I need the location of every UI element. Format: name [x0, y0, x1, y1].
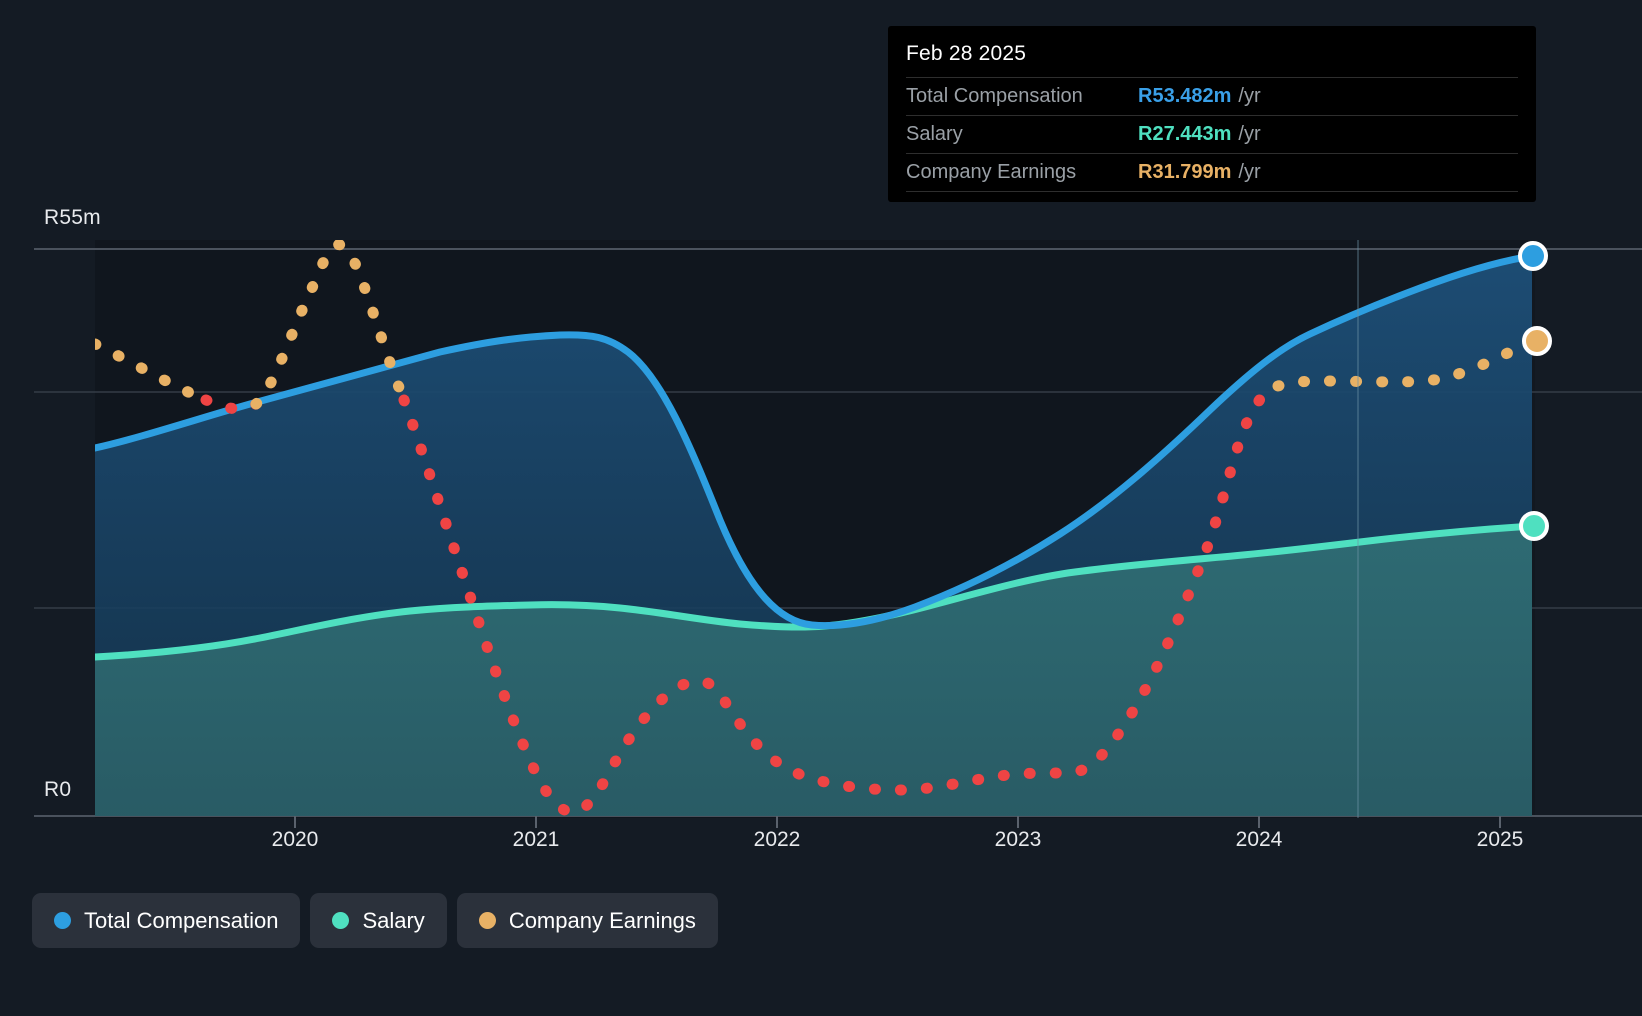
- tooltip-row-total-compensation: Total Compensation R53.482m /yr: [906, 77, 1518, 115]
- chart-tooltip: Feb 28 2025 Total Compensation R53.482m …: [888, 26, 1536, 202]
- chart-legend: Total Compensation Salary Company Earnin…: [32, 893, 718, 948]
- legend-dot-icon-salary: [332, 912, 350, 929]
- tooltip-date: Feb 28 2025: [906, 42, 1027, 65]
- area-salary: [95, 526, 1532, 816]
- endpoint-company-earnings[interactable]: [1522, 326, 1552, 356]
- tooltip-unit-salary: /yr: [1238, 123, 1261, 145]
- x-axis-label-2020: 2020: [271, 828, 319, 851]
- x-axis-label-2022: 2022: [753, 828, 801, 851]
- line-salary[interactable]: [95, 522, 1535, 661]
- tooltip-row-salary: Salary R27.443m /yr: [906, 115, 1518, 153]
- tooltip-row-company-earnings: Company Earnings R31.799m /yr: [906, 153, 1518, 192]
- x-axis-label-2024: 2024: [1235, 828, 1283, 851]
- x-axis-label-2023: 2023: [994, 828, 1042, 851]
- tooltip-value-company-earnings: R31.799m: [1138, 161, 1232, 183]
- line-company-earnings-positive-end[interactable]: [1272, 335, 1535, 392]
- line-company-earnings-negative-2[interactable]: [398, 380, 1284, 818]
- tooltip-label-salary: Salary: [906, 123, 963, 145]
- tooltip-value-total-compensation: R53.482m: [1138, 85, 1232, 107]
- legend-dot-icon-total-compensation: [54, 912, 71, 929]
- endpoint-total-compensation[interactable]: [1518, 241, 1548, 271]
- endpoint-markers: [1518, 241, 1552, 541]
- legend-item-total-compensation[interactable]: Total Compensation: [32, 893, 301, 948]
- line-company-earnings-negative-1[interactable]: [200, 394, 262, 415]
- y-axis-label-top: R55m: [44, 206, 101, 229]
- legend-item-salary[interactable]: Salary: [310, 893, 447, 948]
- tooltip-unit-total-compensation: /yr: [1238, 85, 1261, 107]
- line-company-earnings-positive-peak[interactable]: [250, 240, 410, 410]
- legend-label-salary: Salary: [362, 907, 425, 933]
- x-axis-ticks: [294, 816, 1501, 828]
- legend-label-company-earnings: Company Earnings: [508, 907, 696, 933]
- tooltip-value-salary: R27.443m: [1138, 123, 1232, 145]
- line-company-earnings-positive-start[interactable]: [95, 338, 212, 406]
- legend-dot-icon-company-earnings: [478, 912, 496, 929]
- tooltip-label-total-compensation: Total Compensation: [906, 85, 1083, 107]
- line-total-compensation[interactable]: [95, 252, 1535, 630]
- x-axis-label-2025: 2025: [1476, 828, 1524, 851]
- legend-label-total-compensation: Total Compensation: [84, 907, 279, 933]
- tooltip-unit-company-earnings: /yr: [1238, 161, 1261, 183]
- y-axis-label-bottom: R0: [44, 778, 72, 801]
- x-axis-label-2021: 2021: [512, 828, 560, 851]
- tooltip-label-company-earnings: Company Earnings: [906, 161, 1077, 183]
- legend-item-company-earnings[interactable]: Company Earnings: [456, 893, 718, 948]
- endpoint-salary[interactable]: [1519, 511, 1549, 541]
